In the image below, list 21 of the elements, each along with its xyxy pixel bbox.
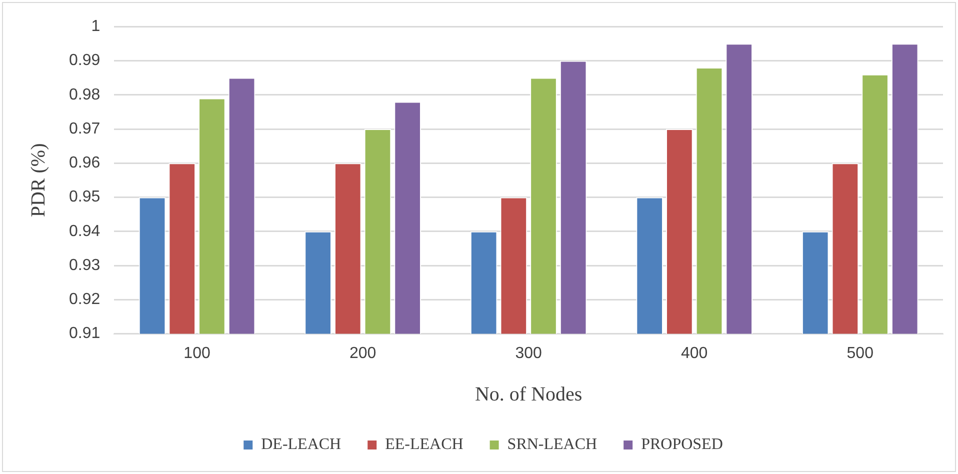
- y-tick-label: 1: [91, 18, 100, 36]
- x-tick-label: 500: [846, 344, 874, 362]
- y-tick-label: 0.91: [69, 325, 100, 342]
- x-tick-label: 200: [349, 344, 376, 362]
- y-tick-label: 0.96: [69, 154, 100, 172]
- y-tick-label: 0.95: [69, 188, 100, 206]
- x-axis-title: No. of Nodes: [474, 383, 582, 406]
- x-tick-label: 100: [184, 344, 210, 362]
- y-tick-label: 0.97: [69, 120, 100, 138]
- y-tick-label: 0.94: [69, 222, 100, 240]
- y-tick-label: 0.99: [69, 52, 100, 70]
- y-tick-label: 0.92: [69, 291, 100, 308]
- legend-label: DE-LEACH: [261, 436, 342, 454]
- y-axis-title: PDR (%): [27, 143, 50, 218]
- legend-label: SRN-LEACH: [507, 436, 598, 454]
- legend-label: PROPOSED: [641, 436, 723, 454]
- x-tick-label: 400: [680, 344, 708, 362]
- y-tick-label: 0.98: [69, 86, 100, 104]
- y-tick-label: 0.93: [69, 256, 100, 274]
- legend-label: EE-LEACH: [385, 436, 464, 454]
- x-tick-label: 300: [515, 344, 542, 362]
